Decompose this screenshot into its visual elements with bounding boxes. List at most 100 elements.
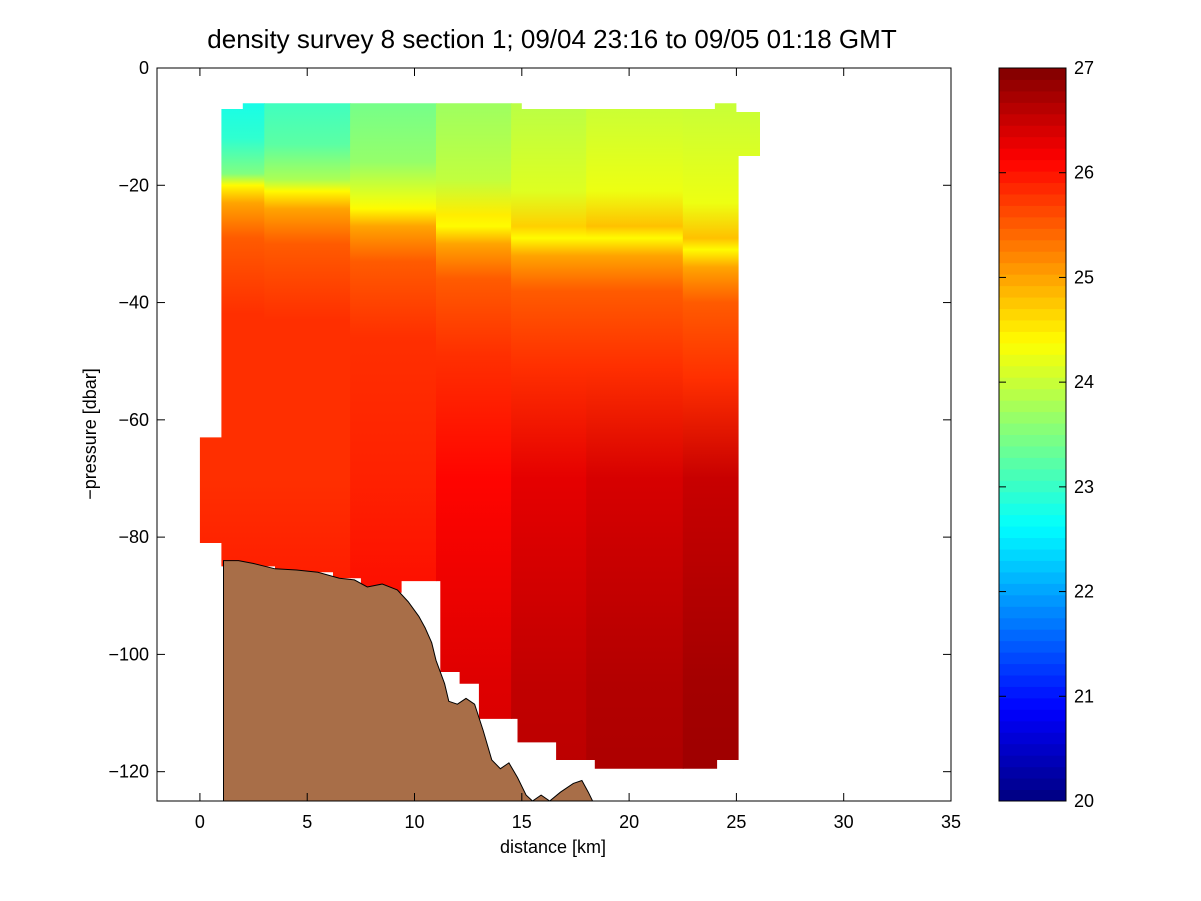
density-field [199,103,760,769]
colorbar-band [999,102,1066,115]
y-tick-label: −20 [118,175,149,195]
colorbar-band [999,697,1066,710]
colorbar-band [999,445,1066,458]
colorbar-band [999,652,1066,665]
colorbar-tick-label: 24 [1074,372,1094,392]
colorbar-band [999,526,1066,539]
colorbar-band [999,228,1066,241]
colorbar-band [999,297,1066,310]
y-axis-label: −pressure [dbar] [80,368,100,500]
colorbar-band [999,354,1066,367]
plot-frame [156,67,952,802]
colorbar-band [999,732,1066,745]
colorbar-band [999,549,1066,561]
colorbar-band [999,709,1066,722]
colorbar-band [999,125,1066,138]
colorbar-band [999,193,1066,206]
y-tick-label: −40 [118,293,149,313]
colorbar-band [999,205,1066,218]
colorbar-band [999,400,1066,413]
colorbar-tick-label: 20 [1074,791,1094,811]
colorbar-tick-label: 21 [1074,686,1094,706]
colorbar-band [999,755,1066,768]
x-tick-label: 0 [195,812,205,832]
colorbar-ticks: 20 21 22 23 24 25 26 27 [999,58,1094,811]
colorbar-band [999,239,1066,252]
x-tick-label: 5 [302,812,312,832]
x-tick-label: 20 [619,812,639,832]
colorbar-band [999,285,1066,298]
colorbar-tick-label: 25 [1074,267,1094,287]
colorbar-band [999,319,1066,332]
colorbar-band [999,514,1066,527]
colorbar-band [999,606,1066,619]
colorbar-band [999,686,1066,699]
colorbar-band [999,503,1066,516]
density-column [682,103,760,769]
colorbar-tick-label: 27 [1074,58,1094,78]
colorbar-band [999,560,1066,573]
density-column [511,103,587,769]
colorbar-band [999,537,1066,550]
density-column [436,103,512,769]
colorbar-band [999,388,1066,401]
colorbar-frame [998,67,1067,802]
colorbar-band [999,423,1066,435]
colorbar-band [999,468,1066,481]
x-tick-label: 35 [941,812,961,832]
colorbar-band [999,629,1066,642]
colorbar-band [999,148,1066,161]
x-tick-label: 10 [404,812,424,832]
colorbar-band [999,136,1066,149]
colorbar-band [999,720,1066,733]
x-axis-label: distance [km] [500,837,606,857]
colorbar-band [999,766,1066,779]
colorbar-band [999,594,1066,607]
colorbar-band [999,571,1066,584]
colorbar-band [999,365,1066,378]
colorbar-band [999,342,1066,355]
colorbar [999,68,1066,802]
x-tick-label: 30 [834,812,854,832]
colorbar-tick-label: 26 [1074,163,1094,183]
colorbar-band [999,778,1066,791]
colorbar-band [999,640,1066,653]
colorbar-band [999,90,1066,103]
colorbar-band [999,171,1066,184]
colorbar-band [999,663,1066,676]
colorbar-band [999,491,1066,504]
plot-area [199,103,760,801]
colorbar-tick-label: 22 [1074,582,1094,602]
colorbar-band [999,434,1066,447]
y-tick-label: −100 [108,644,149,664]
x-tick-label: 25 [726,812,746,832]
colorbar-band [999,331,1066,344]
colorbar-band [999,308,1066,321]
y-tick-label: 0 [139,58,149,78]
colorbar-band [999,113,1066,126]
colorbar-band [999,159,1066,172]
colorbar-band [999,262,1066,275]
colorbar-band [999,251,1066,264]
chart-title: density survey 8 section 1; 09/04 23:16 … [207,24,897,54]
colorbar-band [999,617,1066,630]
colorbar-band [999,377,1066,390]
density-column [586,103,684,769]
colorbar-band [999,789,1066,802]
x-axis-ticks: 0 5 10 15 20 25 30 35 [195,68,961,832]
colorbar-band [999,457,1066,470]
colorbar-tick-label: 23 [1074,477,1094,497]
colorbar-band [999,182,1066,195]
seafloor-bathymetry [223,560,594,801]
colorbar-band [999,274,1066,287]
colorbar-band [999,675,1066,687]
colorbar-band [999,743,1066,756]
y-axis-ticks: 0 −20 −40 −60 −80 −100 −120 [108,58,951,782]
colorbar-band [999,68,1066,80]
y-tick-label: −80 [118,527,149,547]
x-tick-label: 15 [512,812,532,832]
colorbar-band [999,583,1066,596]
y-tick-label: −120 [108,762,149,782]
colorbar-band [999,411,1066,424]
colorbar-band [999,480,1066,493]
